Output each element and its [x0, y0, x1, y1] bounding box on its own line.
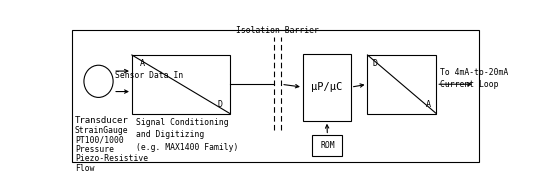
Text: D: D [372, 59, 378, 68]
Text: μP/μC: μP/μC [311, 82, 342, 92]
Text: A: A [426, 100, 431, 109]
Text: Signal Conditioning
and Digitizing
(e.g. MAX1400 Family): Signal Conditioning and Digitizing (e.g.… [136, 118, 238, 152]
Text: Isolation Barrier: Isolation Barrier [236, 26, 319, 35]
Text: D: D [217, 100, 222, 109]
Text: A: A [139, 59, 144, 68]
Text: Transducer: Transducer [75, 116, 129, 125]
Bar [132, 55, 230, 113]
Text: To 4mA-to-20mA
Current Loop: To 4mA-to-20mA Current Loop [441, 68, 508, 89]
Text: Sensor Data In: Sensor Data In [115, 71, 183, 80]
Text: Piezo-Resistive: Piezo-Resistive [75, 154, 148, 163]
Text: Pressure: Pressure [75, 145, 114, 154]
Bar [313, 135, 342, 156]
Text: StrainGauge: StrainGauge [75, 126, 129, 135]
Text: PT100/1000: PT100/1000 [75, 135, 124, 144]
Text: ROM: ROM [320, 141, 335, 150]
Text: Flow: Flow [75, 164, 94, 173]
Bar [303, 54, 351, 121]
Bar [367, 55, 436, 113]
